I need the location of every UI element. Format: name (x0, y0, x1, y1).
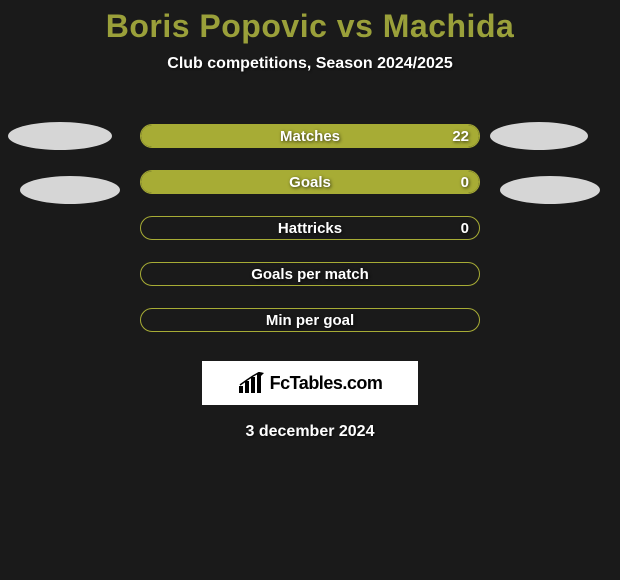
logo-bars-icon (238, 372, 264, 394)
stat-bar: Goals per match (140, 262, 480, 286)
stat-row: Min per goal (0, 297, 620, 343)
footer-date: 3 december 2024 (0, 423, 620, 441)
stat-label: Min per goal (266, 312, 354, 329)
stat-bar: Min per goal (140, 308, 480, 332)
logo-text: FcTables.com (270, 373, 383, 394)
stat-label: Hattricks (278, 220, 342, 237)
stat-label: Goals (289, 174, 331, 191)
page-title: Boris Popovic vs Machida (0, 0, 620, 45)
stat-value: 0 (461, 174, 469, 191)
stat-label: Goals per match (251, 266, 369, 283)
stat-label: Matches (280, 128, 340, 145)
stat-bar: Hattricks 0 (140, 216, 480, 240)
branding-box: FcTables.com (202, 361, 418, 405)
stat-value: 22 (452, 128, 469, 145)
stat-value: 0 (461, 220, 469, 237)
stat-row: Hattricks 0 (0, 205, 620, 251)
page-subtitle: Club competitions, Season 2024/2025 (0, 55, 620, 73)
stat-row: Goals 0 (0, 159, 620, 205)
stat-row: Matches 22 (0, 113, 620, 159)
stat-row: Goals per match (0, 251, 620, 297)
stat-bar: Goals 0 (140, 170, 480, 194)
stat-bar: Matches 22 (140, 124, 480, 148)
page-root: Boris Popovic vs Machida Club competitio… (0, 0, 620, 580)
stats-chart: Matches 22 Goals 0 Hattricks 0 Goals per match… (0, 113, 620, 343)
